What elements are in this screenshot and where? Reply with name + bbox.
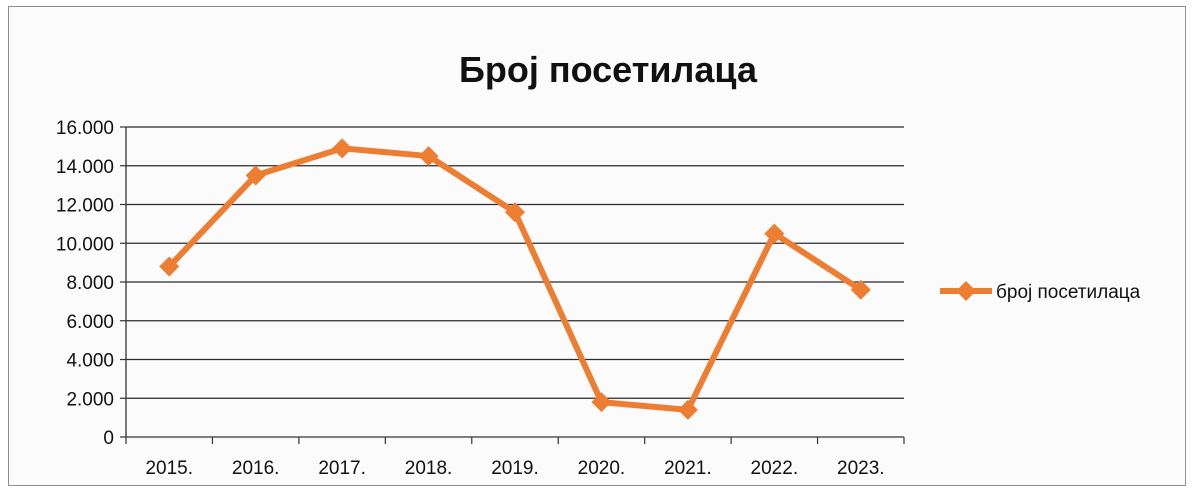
x-tick-label: 2020. [578,458,626,479]
data-point-marker [332,138,353,159]
y-tick-label: 8.000 [66,273,114,294]
x-tick-label: 2015. [145,458,193,479]
y-tick-label: 12.000 [56,196,114,217]
x-axis-tick-labels: 2015. 2016. 2017. 2018. 2019. 2020. 2021. 2022.… [145,458,884,479]
legend-label: број посетилаца [996,282,1141,303]
x-tick-label: 2016. [232,458,280,479]
x-tick-label: 2022. [751,458,799,479]
x-tick-label: 2018. [405,458,453,479]
data-point-marker [245,165,266,186]
data-point-marker [677,399,698,420]
y-tick-label: 14.000 [56,157,114,178]
y-tick-label: 16.000 [56,118,114,139]
series-layer [159,138,871,420]
legend-marker [956,281,976,301]
y-tick-label: 10.000 [56,234,114,255]
y-tick-label: 2.000 [66,389,114,410]
data-point-marker [850,279,871,300]
x-tick-label: 2019. [491,458,539,479]
series-line [166,145,864,413]
y-tick-label: 6.000 [66,312,114,333]
chart-title: Број посетилаца [459,49,758,90]
gridlines [126,126,904,399]
data-point-marker [159,256,180,277]
axes [120,126,905,444]
y-tick-label: 4.000 [66,351,114,372]
data-point-marker [418,146,439,167]
data-point-marker [764,223,785,244]
x-tick-label: 2023. [837,458,885,479]
y-axis-tick-labels: 0 2.000 4.000 6.000 8.000 10.000 12.000 14.000 1… [56,118,114,449]
legend: број посетилаца [940,281,1141,303]
data-point-marker [591,392,612,413]
y-tick-label: 0 [103,428,114,449]
x-tick-label: 2017. [318,458,366,479]
data-point-marker [505,202,525,223]
x-tick-label: 2021. [664,458,712,479]
